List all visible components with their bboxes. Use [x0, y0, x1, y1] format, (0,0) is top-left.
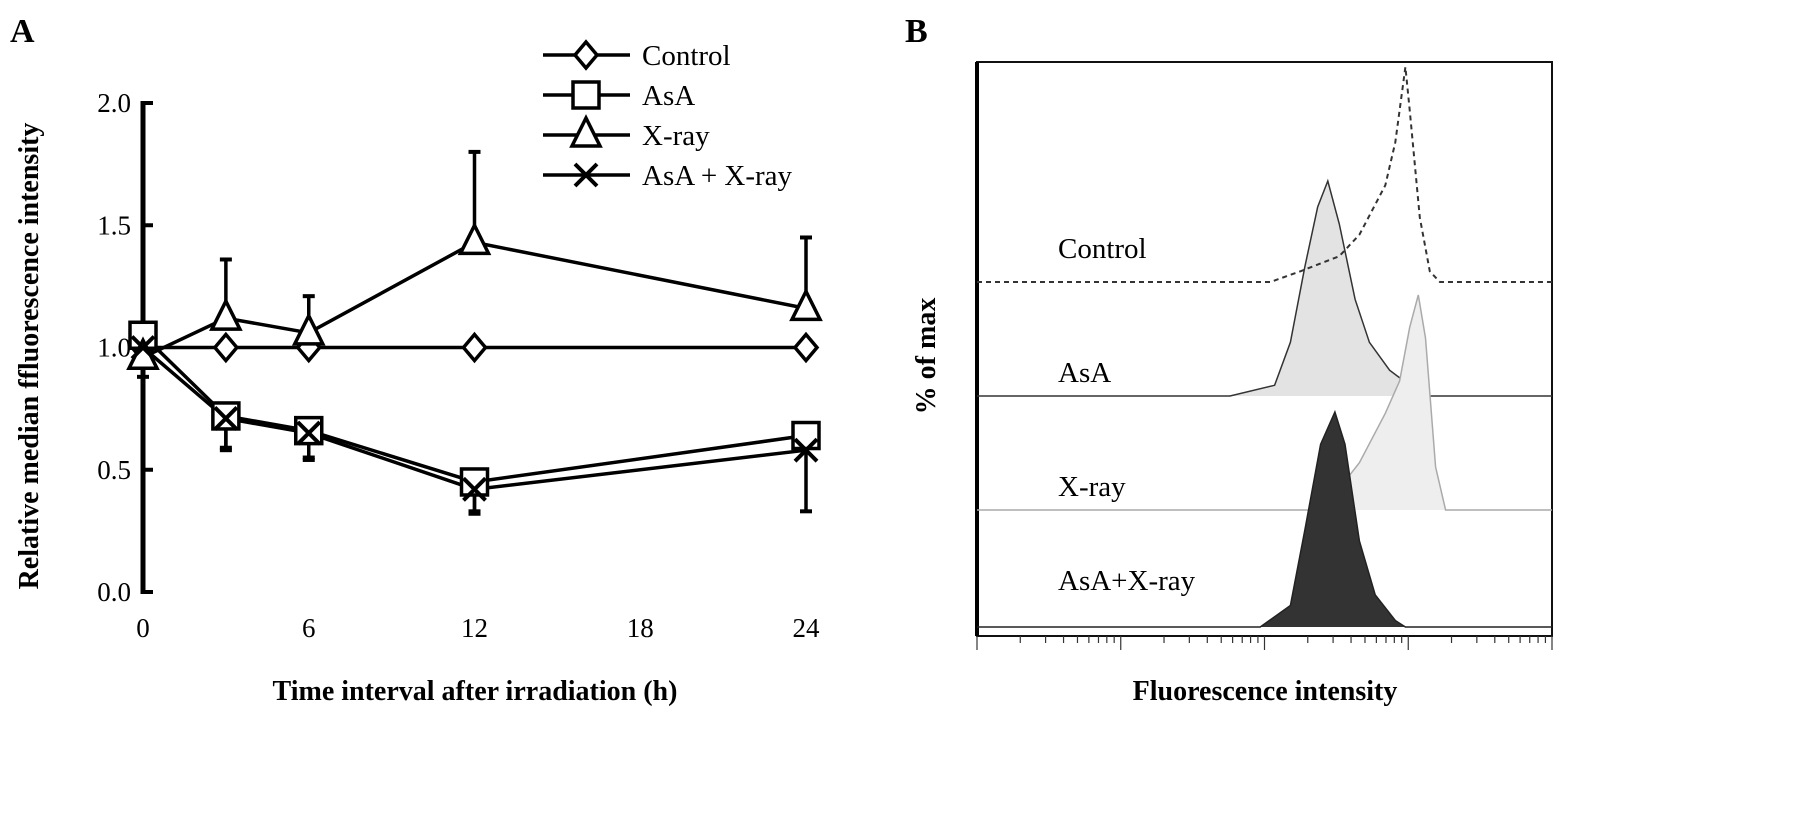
legend-label: AsA + X-ray [642, 160, 793, 192]
data-point-x [213, 405, 239, 431]
panel-b-chart: Control AsA X-ray AsA+X-ray [975, 61, 1553, 650]
data-point-diamond [212, 331, 240, 364]
x-tick-label: 6 [302, 613, 316, 643]
panel-a-chart: 0.0 0.5 1.0 1.5 2.0 0 6 12 18 24 Control AsA X-ray As… [97, 39, 823, 643]
plot-frame [976, 61, 1553, 637]
data-point-x [130, 335, 156, 360]
data-point-x [462, 476, 487, 502]
legend-marker-square [571, 80, 601, 110]
panel-a-y-axis-label: Relative median ffluorescence intensity [14, 123, 45, 590]
x-tick-label: 12 [461, 613, 488, 643]
x-tick-label: 24 [793, 613, 821, 643]
legend-label: AsA [642, 80, 695, 112]
data-point-triangle [457, 221, 492, 256]
data-point-diamond [792, 331, 820, 364]
histogram-label: AsA [1058, 357, 1111, 389]
data-point-triangle [291, 311, 326, 346]
legend-marker-triangle [569, 114, 603, 148]
data-point-x [296, 420, 322, 446]
histogram-label: Control [1058, 233, 1147, 265]
y-tick-label: 1.5 [97, 210, 131, 240]
data-point-diamond [461, 331, 488, 364]
histogram-label: X-ray [1058, 471, 1126, 503]
panel-b-label: B [905, 13, 928, 50]
panel-b-x-axis-label: Fluorescence intensity [1133, 676, 1398, 707]
histogram-label: AsA+X-ray [1058, 565, 1196, 597]
x-tick-label: 18 [627, 613, 654, 643]
y-tick-label: 1.0 [97, 333, 131, 363]
panel-a-x-axis-label: Time interval after irradiation (h) [273, 676, 678, 707]
data-point-triangle [789, 287, 823, 322]
legend-label: X-ray [642, 120, 710, 152]
legend-marker-diamond [572, 39, 600, 71]
histogram-asa-x-ray-outline [977, 409, 1552, 628]
y-tick-label: 0.5 [97, 455, 131, 485]
y-tick-label: 2.0 [97, 88, 131, 118]
y-tick-label: 0.0 [97, 577, 131, 607]
panel-b-y-axis-label: % of max [911, 298, 942, 415]
data-point-square [791, 420, 821, 451]
legend-label: Control [642, 40, 731, 72]
histogram-control-outline [977, 66, 1552, 283]
x-tick-label: 0 [136, 613, 150, 643]
data-point-x [793, 437, 819, 463]
data-point-triangle [209, 297, 243, 331]
legend-marker-x [573, 162, 599, 188]
panel-a-label: A [10, 13, 35, 50]
histogram-x-ray-fill [977, 295, 1552, 510]
